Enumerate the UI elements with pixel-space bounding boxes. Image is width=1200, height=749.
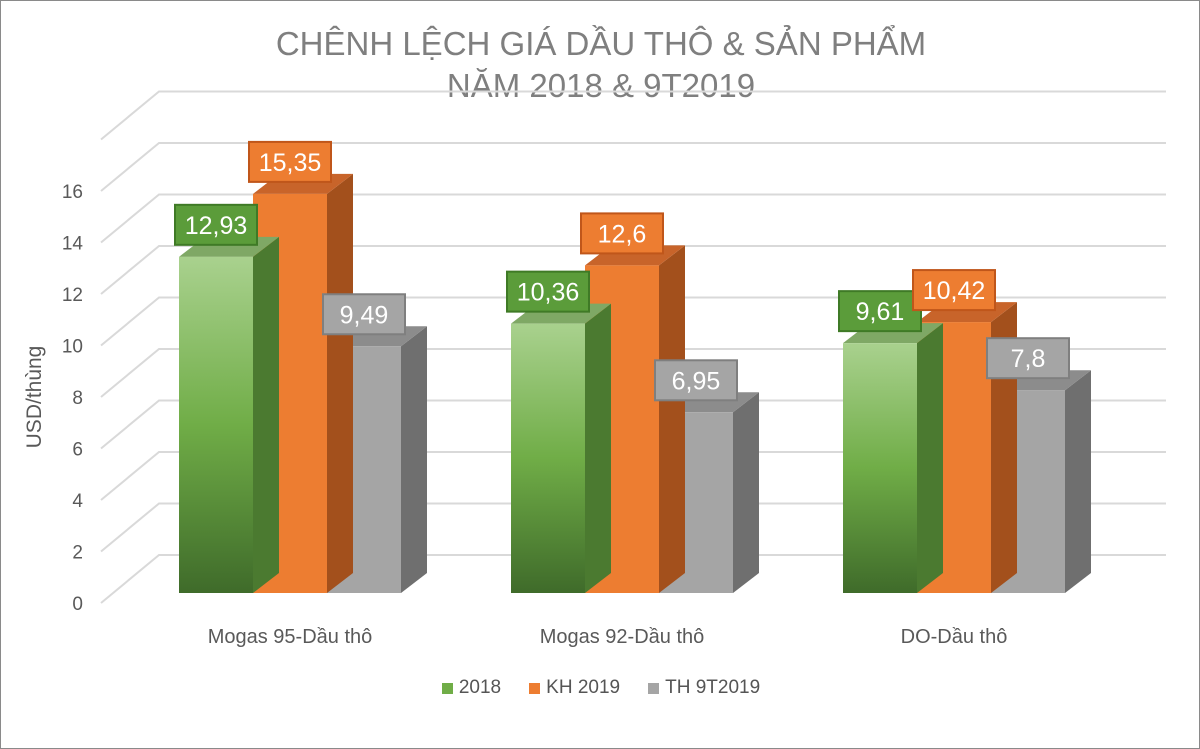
y-tick-label: 2 (72, 543, 83, 564)
gridline (100, 245, 1166, 295)
data-label: 15,35 (259, 149, 322, 177)
data-label-box (248, 140, 332, 183)
gridline (100, 451, 1166, 501)
bar-side (659, 245, 685, 593)
bar-2018 (843, 343, 917, 593)
legend-swatch (648, 682, 660, 694)
data-label: 9,61 (856, 298, 905, 326)
bar-side (917, 323, 943, 593)
bar-2018 (179, 256, 253, 593)
data-label-box (174, 203, 258, 246)
bar-side (253, 236, 279, 593)
chart-title-line1: CHÊNH LỆCH GIÁ DẦU THÔ & SẢN PHẨM (275, 25, 927, 62)
legend-label: 2018 (458, 677, 502, 698)
category-label: Mogas 95-Dầu thô (208, 626, 373, 648)
bar-side (733, 392, 759, 593)
data-label-box (912, 269, 996, 312)
legend: 2018 KH 2019 TH 9T2019 (1, 677, 1199, 699)
bar-side (585, 303, 611, 593)
data-label: 12,6 (598, 220, 647, 248)
y-axis-label: USD/thùng (23, 346, 46, 449)
y-tick-label: 0 (72, 594, 83, 615)
bar-2018 (511, 323, 585, 593)
gridline (100, 554, 1166, 604)
legend-swatch (529, 682, 541, 694)
legend-item: 2018 (441, 677, 502, 699)
bar-side (327, 173, 353, 593)
data-label-box (580, 212, 664, 255)
legend-item: KH 2019 (529, 677, 620, 699)
data-label-box (986, 337, 1070, 380)
gridline (100, 502, 1166, 553)
data-label: 7,8 (1011, 345, 1046, 373)
y-tick-label: 14 (62, 234, 84, 255)
bar-side (401, 326, 427, 593)
y-tick-label: 4 (72, 491, 83, 512)
data-label-box (506, 270, 590, 313)
legend-item: TH 9T2019 (648, 677, 760, 699)
data-label: 10,42 (923, 277, 986, 305)
gridline (100, 348, 1166, 398)
gridline (100, 142, 1166, 192)
data-label-box (322, 293, 406, 336)
legend-label: TH 9T2019 (665, 677, 761, 698)
y-tick-label: 8 (72, 388, 83, 409)
bar-side (1065, 370, 1091, 593)
y-tick-label: 12 (62, 285, 83, 306)
y-tick-label: 16 (62, 182, 83, 203)
legend-swatch (441, 682, 453, 694)
data-label-box (654, 359, 738, 402)
data-label-box (838, 290, 922, 333)
gridline (100, 90, 1166, 141)
data-label: 9,49 (340, 301, 389, 329)
category-label: DO-Dầu thô (901, 626, 1008, 648)
data-label: 6,95 (672, 367, 721, 395)
category-label: Mogas 92-Dầu thô (540, 626, 705, 648)
y-tick-label: 6 (72, 440, 83, 461)
y-tick-label: 10 (62, 337, 83, 358)
gridline (100, 399, 1166, 450)
data-label: 12,93 (185, 212, 248, 240)
legend-label: KH 2019 (546, 677, 621, 698)
data-label: 10,36 (517, 279, 580, 307)
gridline (100, 296, 1166, 347)
chart-title-line2: NĂM 2018 & 9T2019 (446, 67, 756, 104)
gridline (100, 193, 1166, 244)
